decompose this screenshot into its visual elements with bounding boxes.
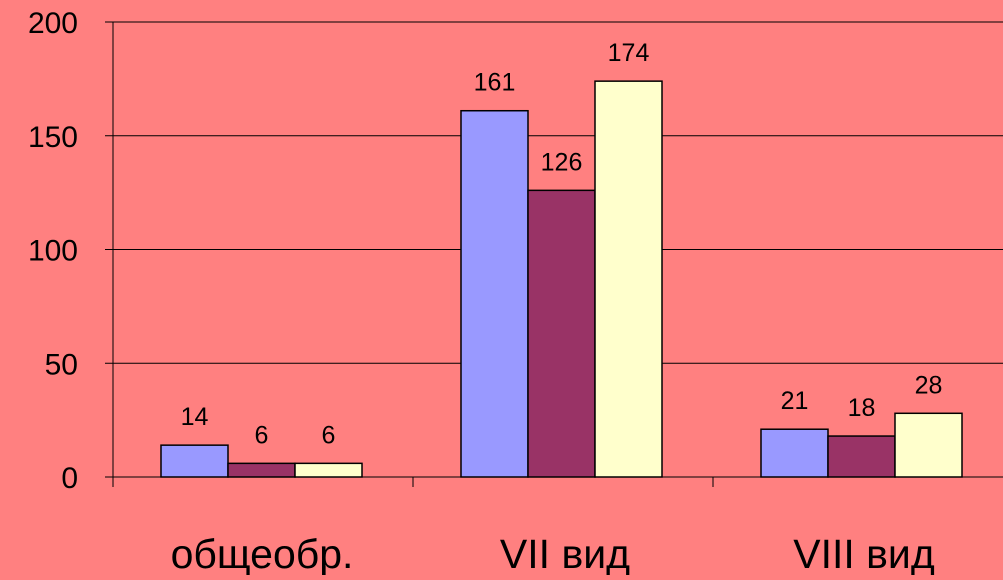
data-label: 18 bbox=[848, 394, 876, 422]
bar bbox=[460, 109, 529, 478]
y-tick-label: 100 bbox=[28, 235, 78, 268]
data-label: 28 bbox=[915, 371, 943, 399]
y-tick-label: 200 bbox=[28, 7, 78, 40]
y-tick-label: 0 bbox=[61, 462, 78, 495]
bar bbox=[294, 462, 363, 478]
bar bbox=[527, 189, 596, 478]
bar bbox=[594, 80, 663, 478]
bar bbox=[160, 444, 229, 478]
x-category-label: VII вид bbox=[500, 531, 630, 575]
data-label: 6 bbox=[255, 421, 269, 449]
data-label: 21 bbox=[781, 387, 809, 415]
bar bbox=[760, 428, 829, 478]
bar bbox=[894, 412, 963, 478]
data-label: 6 bbox=[322, 421, 336, 449]
x-category-label: общеобр. bbox=[171, 531, 354, 575]
data-label: 14 bbox=[181, 403, 209, 431]
x-category-label: VIII вид bbox=[793, 531, 935, 575]
bar bbox=[827, 435, 896, 478]
y-tick-label: 150 bbox=[28, 121, 78, 154]
y-tick-label: 50 bbox=[45, 348, 78, 381]
data-label: 126 bbox=[541, 148, 583, 176]
bar bbox=[227, 462, 296, 478]
data-label: 161 bbox=[474, 69, 516, 97]
data-label: 174 bbox=[608, 39, 650, 67]
